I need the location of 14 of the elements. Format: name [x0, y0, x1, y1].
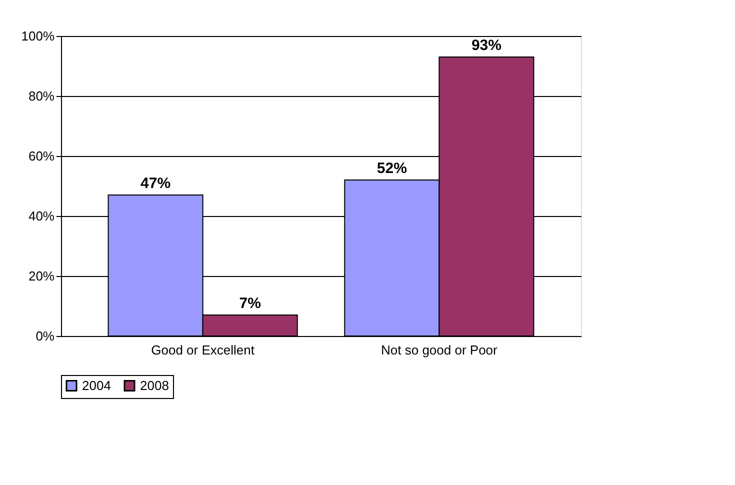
y-tick-label: 80%: [28, 88, 55, 104]
data-label: 7%: [239, 295, 261, 312]
y-tick-label: 40%: [28, 208, 55, 224]
legend-label: 2008: [140, 378, 169, 393]
legend-label: 2004: [82, 378, 111, 393]
y-tick-label: 100%: [21, 28, 55, 44]
x-tick-label: Not so good or Poor: [381, 342, 498, 358]
y-tick-label: 20%: [28, 268, 55, 284]
y-tick-label: 60%: [28, 148, 55, 164]
x-tick-label: Good or Excellent: [151, 342, 255, 358]
data-label: 93%: [471, 37, 502, 54]
data-label: 52%: [376, 160, 407, 177]
y-tick-label: 0%: [36, 328, 55, 344]
data-label: 47%: [140, 175, 171, 192]
